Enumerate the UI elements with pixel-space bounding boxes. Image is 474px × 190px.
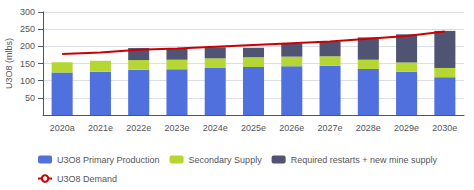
svg-text:2029e: 2029e (394, 123, 419, 133)
svg-text:2028e: 2028e (356, 123, 381, 133)
svg-text:200: 200 (20, 41, 35, 51)
svg-text:2027e: 2027e (318, 123, 343, 133)
svg-text:2022e: 2022e (126, 123, 151, 133)
svg-text:100: 100 (20, 76, 35, 86)
svg-text:300: 300 (20, 7, 35, 17)
svg-text:U3O8 Primary Production: U3O8 Primary Production (57, 155, 160, 165)
svg-text:Required restarts + new mine s: Required restarts + new mine supply (291, 155, 438, 165)
svg-text:U3O8 (mlbs): U3O8 (mlbs) (4, 38, 14, 89)
svg-text:50: 50 (25, 93, 35, 103)
svg-text:2030e: 2030e (432, 123, 457, 133)
svg-text:U3O8 Demand: U3O8 Demand (57, 174, 117, 184)
svg-text:2021e: 2021e (88, 123, 113, 133)
svg-text:150: 150 (20, 59, 35, 69)
svg-text:2026e: 2026e (279, 123, 304, 133)
svg-text:2025e: 2025e (241, 123, 266, 133)
svg-text:Secondary Supply: Secondary Supply (189, 155, 263, 165)
svg-text:2020a: 2020a (50, 123, 75, 133)
svg-text:2023e: 2023e (164, 123, 189, 133)
svg-text:2024e: 2024e (203, 123, 228, 133)
svg-text:250: 250 (20, 24, 35, 34)
